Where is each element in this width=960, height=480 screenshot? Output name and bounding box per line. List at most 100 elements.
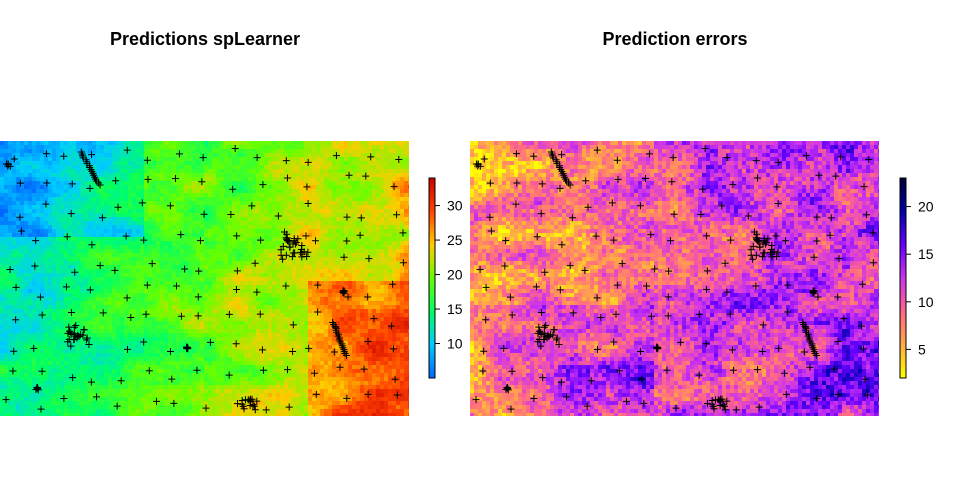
prediction-cell — [220, 189, 225, 194]
prediction-cell — [176, 317, 181, 322]
prediction-cell — [384, 289, 389, 294]
prediction-cell — [80, 229, 85, 234]
prediction-cell — [8, 293, 13, 298]
prediction-cell — [120, 289, 125, 294]
prediction-cell — [300, 269, 305, 274]
prediction-cell — [408, 273, 409, 278]
prediction-cell — [220, 157, 225, 162]
prediction-cell — [268, 233, 273, 238]
prediction-cell — [280, 221, 285, 226]
prediction-cell — [232, 189, 237, 194]
prediction-cell — [140, 249, 145, 254]
prediction-cell — [272, 325, 277, 330]
prediction-cell — [92, 317, 97, 322]
prediction-cell — [64, 249, 69, 254]
prediction-cell — [296, 321, 301, 326]
prediction-cell — [392, 325, 397, 330]
prediction-cell — [180, 265, 185, 270]
prediction-cell — [384, 221, 389, 226]
prediction-cell — [296, 285, 301, 290]
prediction-cell — [88, 157, 93, 162]
prediction-cell — [156, 261, 161, 266]
prediction-cell — [116, 329, 121, 334]
prediction-cell — [340, 221, 345, 226]
prediction-cell — [292, 209, 297, 214]
prediction-cell — [248, 161, 253, 166]
prediction-cell — [128, 245, 133, 250]
prediction-cell — [24, 241, 29, 246]
prediction-cell — [60, 169, 65, 174]
prediction-cell — [16, 253, 21, 258]
prediction-cell — [216, 257, 221, 262]
prediction-cell — [360, 293, 365, 298]
prediction-cell — [336, 285, 341, 290]
prediction-cell — [240, 217, 245, 222]
prediction-cell — [284, 297, 289, 302]
prediction-cell — [52, 313, 57, 318]
prediction-cell — [348, 269, 353, 274]
prediction-cell — [264, 161, 269, 166]
prediction-cell — [156, 205, 161, 210]
prediction-cell — [228, 169, 233, 174]
prediction-cell — [344, 225, 349, 230]
prediction-cell — [376, 157, 381, 162]
prediction-cell — [168, 177, 173, 182]
prediction-cell — [196, 149, 201, 154]
prediction-cell — [128, 197, 133, 202]
prediction-cell — [92, 253, 97, 258]
prediction-cell — [324, 161, 329, 166]
prediction-cell — [132, 285, 137, 290]
prediction-cell — [8, 245, 13, 250]
prediction-cell — [368, 269, 373, 274]
prediction-cell — [328, 161, 333, 166]
prediction-cell — [220, 297, 225, 302]
prediction-cell — [12, 305, 17, 310]
prediction-cell — [164, 293, 169, 298]
prediction-cell — [248, 269, 253, 274]
prediction-cell — [396, 265, 401, 270]
prediction-cell — [316, 145, 321, 150]
prediction-cell — [104, 157, 109, 162]
prediction-cell — [180, 281, 185, 286]
prediction-cell — [72, 173, 77, 178]
prediction-cell — [104, 273, 109, 278]
prediction-cell — [216, 213, 221, 218]
prediction-cell — [184, 213, 189, 218]
prediction-cell — [324, 149, 329, 154]
prediction-cell — [320, 285, 325, 290]
prediction-cell — [216, 241, 221, 246]
prediction-cell — [348, 329, 353, 334]
prediction-cell — [152, 269, 157, 274]
prediction-cell — [408, 165, 409, 170]
prediction-cell — [28, 297, 33, 302]
prediction-cell — [84, 221, 89, 226]
prediction-cell — [108, 257, 113, 262]
prediction-cell — [40, 141, 45, 146]
prediction-cell — [392, 281, 397, 286]
prediction-cell — [224, 253, 229, 258]
prediction-cell — [304, 189, 309, 194]
prediction-cell — [80, 265, 85, 270]
prediction-cell — [360, 325, 365, 330]
prediction-cell — [88, 305, 93, 310]
prediction-cell — [104, 253, 109, 258]
prediction-cell — [248, 241, 253, 246]
prediction-cell — [4, 205, 9, 210]
prediction-cell — [184, 281, 189, 286]
prediction-cell — [172, 221, 177, 226]
prediction-cell — [308, 285, 313, 290]
prediction-cell — [332, 217, 337, 222]
prediction-cell — [116, 161, 121, 166]
prediction-cell — [196, 277, 201, 282]
prediction-cell — [88, 145, 93, 150]
prediction-cell — [240, 161, 245, 166]
prediction-cell — [208, 245, 213, 250]
prediction-cell — [220, 261, 225, 266]
prediction-cell — [332, 261, 337, 266]
prediction-cell — [284, 321, 289, 326]
prediction-cell — [84, 277, 89, 282]
prediction-cell — [228, 217, 233, 222]
prediction-cell — [256, 309, 261, 314]
prediction-cell — [244, 217, 249, 222]
prediction-cell — [284, 173, 289, 178]
